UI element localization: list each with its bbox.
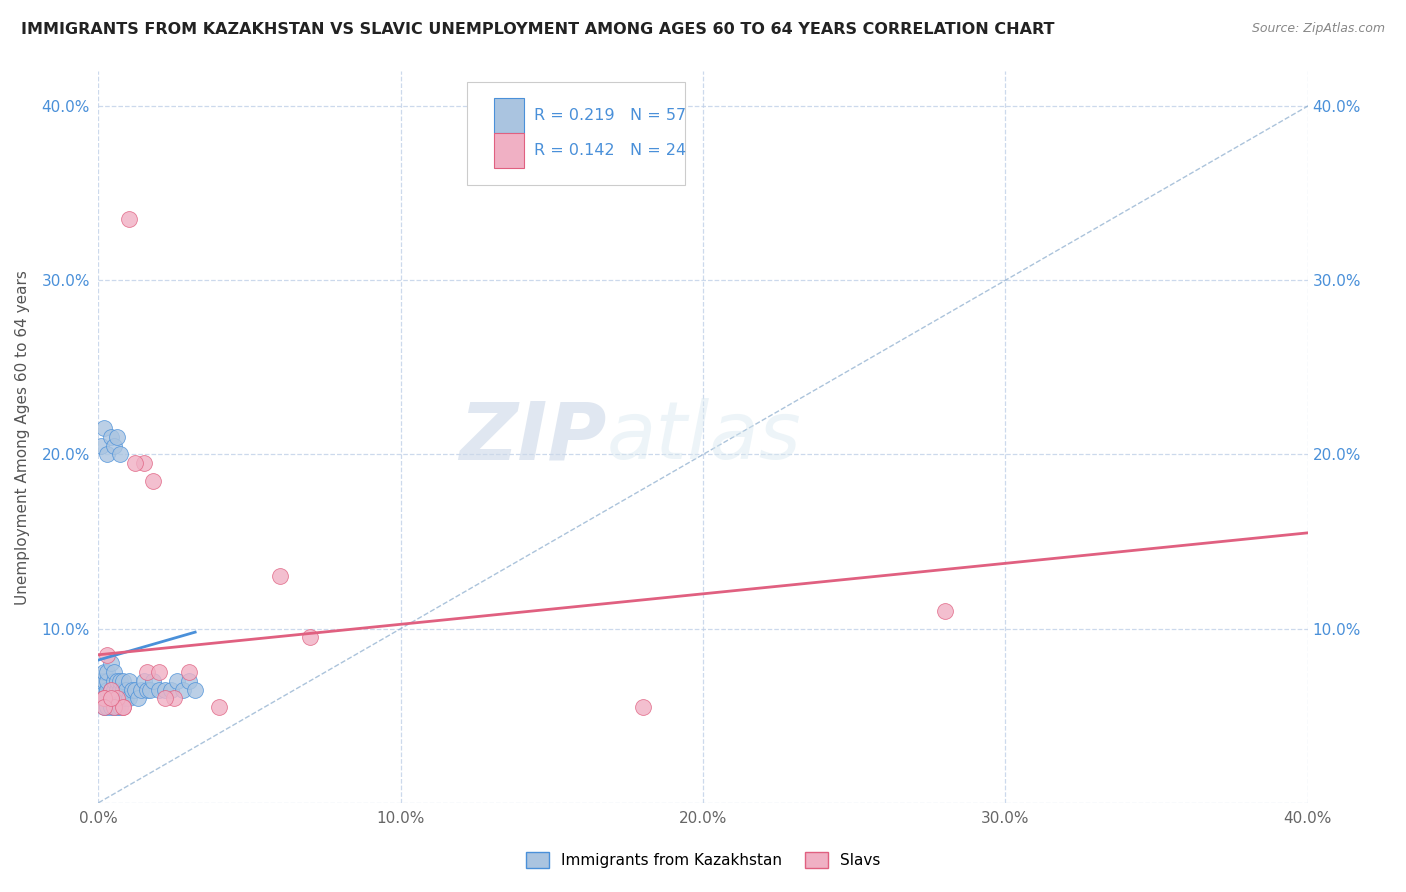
Point <box>142 474 165 488</box>
Point <box>108 673 131 688</box>
Point <box>129 682 152 697</box>
Point <box>90 682 112 697</box>
Point <box>105 682 128 697</box>
Point <box>93 691 115 706</box>
Point <box>127 691 149 706</box>
Point <box>96 448 118 462</box>
Point <box>93 691 115 706</box>
Point <box>93 691 115 706</box>
Point <box>103 665 125 680</box>
Point <box>118 691 141 706</box>
Point <box>148 665 170 680</box>
Point <box>93 673 115 688</box>
Point <box>132 673 155 688</box>
Point <box>103 700 125 714</box>
Point <box>100 682 122 697</box>
Point <box>93 665 115 680</box>
Point <box>103 682 125 697</box>
Point <box>111 682 134 697</box>
Text: Source: ZipAtlas.com: Source: ZipAtlas.com <box>1251 22 1385 36</box>
Point <box>114 691 136 706</box>
Point <box>96 673 118 688</box>
Text: atlas: atlas <box>606 398 801 476</box>
Point <box>100 691 122 706</box>
Point <box>96 700 118 714</box>
Text: R = 0.219   N = 57: R = 0.219 N = 57 <box>534 108 686 123</box>
Text: IMMIGRANTS FROM KAZAKHSTAN VS SLAVIC UNEMPLOYMENT AMONG AGES 60 TO 64 YEARS CORR: IMMIGRANTS FROM KAZAKHSTAN VS SLAVIC UNE… <box>21 22 1054 37</box>
Y-axis label: Unemployment Among Ages 60 to 64 years: Unemployment Among Ages 60 to 64 years <box>15 269 31 605</box>
Point <box>153 682 176 697</box>
Point <box>90 673 112 688</box>
Point <box>105 691 128 706</box>
Point <box>100 430 122 444</box>
FancyBboxPatch shape <box>494 98 524 133</box>
Point <box>103 439 125 453</box>
Point <box>100 691 122 706</box>
Point <box>100 657 122 671</box>
Point <box>118 673 141 688</box>
Point <box>208 700 231 714</box>
Point <box>121 682 143 697</box>
Point <box>108 700 131 714</box>
Point <box>108 682 131 697</box>
Point <box>111 691 134 706</box>
Point <box>90 691 112 706</box>
Point <box>108 448 131 462</box>
Point <box>96 691 118 706</box>
Text: ZIP: ZIP <box>458 398 606 476</box>
Point <box>132 456 155 470</box>
Point <box>100 700 122 714</box>
FancyBboxPatch shape <box>494 133 524 168</box>
Point <box>163 691 186 706</box>
Point <box>179 673 201 688</box>
Point <box>105 430 128 444</box>
Text: R = 0.142   N = 24: R = 0.142 N = 24 <box>534 143 686 158</box>
Point <box>96 682 118 697</box>
Point <box>111 700 134 714</box>
Point <box>172 682 194 697</box>
Point <box>166 673 188 688</box>
Point <box>96 648 118 662</box>
Point <box>93 700 115 714</box>
Point <box>111 673 134 688</box>
Point <box>148 682 170 697</box>
Legend: Immigrants from Kazakhstan, Slavs: Immigrants from Kazakhstan, Slavs <box>517 845 889 876</box>
Point <box>160 682 183 697</box>
Point <box>105 700 128 714</box>
Point <box>124 682 146 697</box>
Point <box>142 673 165 688</box>
Point <box>631 700 654 714</box>
Point <box>135 665 157 680</box>
Point <box>153 691 176 706</box>
Point <box>139 682 162 697</box>
Point <box>124 456 146 470</box>
Point <box>269 569 291 583</box>
Point <box>93 421 115 435</box>
FancyBboxPatch shape <box>467 82 685 185</box>
Point <box>118 212 141 227</box>
Point <box>100 682 122 697</box>
Point <box>179 665 201 680</box>
Point <box>103 691 125 706</box>
Point <box>299 631 322 645</box>
Point <box>135 682 157 697</box>
Point <box>90 439 112 453</box>
Point <box>184 682 207 697</box>
Point <box>105 691 128 706</box>
Point <box>105 673 128 688</box>
Point <box>114 682 136 697</box>
Point <box>103 700 125 714</box>
Point <box>111 700 134 714</box>
Point <box>103 673 125 688</box>
Point <box>93 700 115 714</box>
Point <box>96 665 118 680</box>
Point <box>934 604 956 618</box>
